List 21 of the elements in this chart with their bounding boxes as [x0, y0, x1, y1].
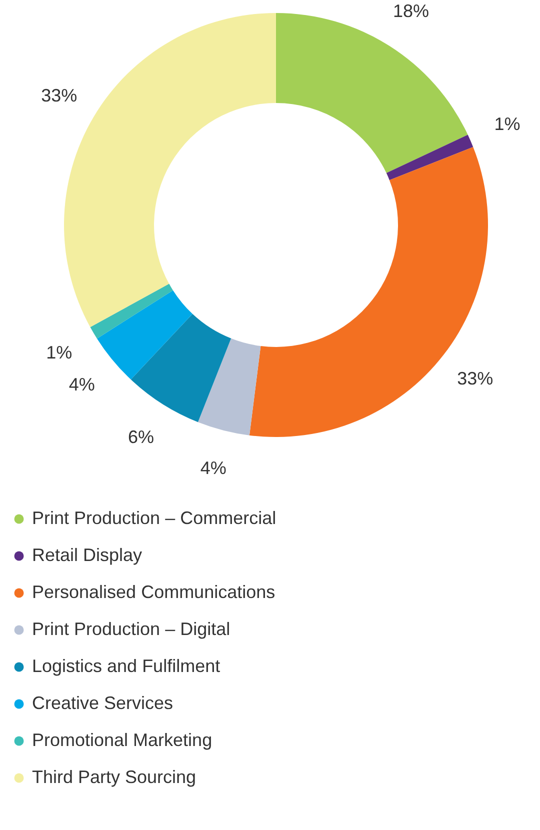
legend-label: Print Production – Digital	[32, 619, 230, 639]
donut-slice	[386, 134, 474, 180]
legend-label: Retail Display	[32, 545, 142, 565]
data-label: 6%	[128, 426, 154, 447]
legend-label: Print Production – Commercial	[32, 508, 276, 528]
donut-slice	[130, 314, 232, 422]
legend-label: Logistics and Fulfilment	[32, 656, 220, 676]
donut-slice	[198, 338, 261, 436]
data-label: 4%	[200, 458, 226, 478]
legend-label: Creative Services	[32, 693, 174, 713]
data-label: 4%	[68, 374, 95, 395]
donut-slice	[90, 284, 173, 339]
legend-label: Promotional Marketing	[32, 730, 212, 750]
data-label: 33%	[457, 368, 494, 388]
data-label: 1%	[494, 114, 520, 134]
data-label: 18%	[393, 1, 430, 22]
data-label: 33%	[41, 86, 78, 106]
donut-slice	[97, 290, 192, 380]
data-label: 1%	[46, 342, 72, 362]
legend-label: Personalised Communications	[32, 582, 276, 602]
legend-label: Third Party Sourcing	[32, 767, 196, 787]
